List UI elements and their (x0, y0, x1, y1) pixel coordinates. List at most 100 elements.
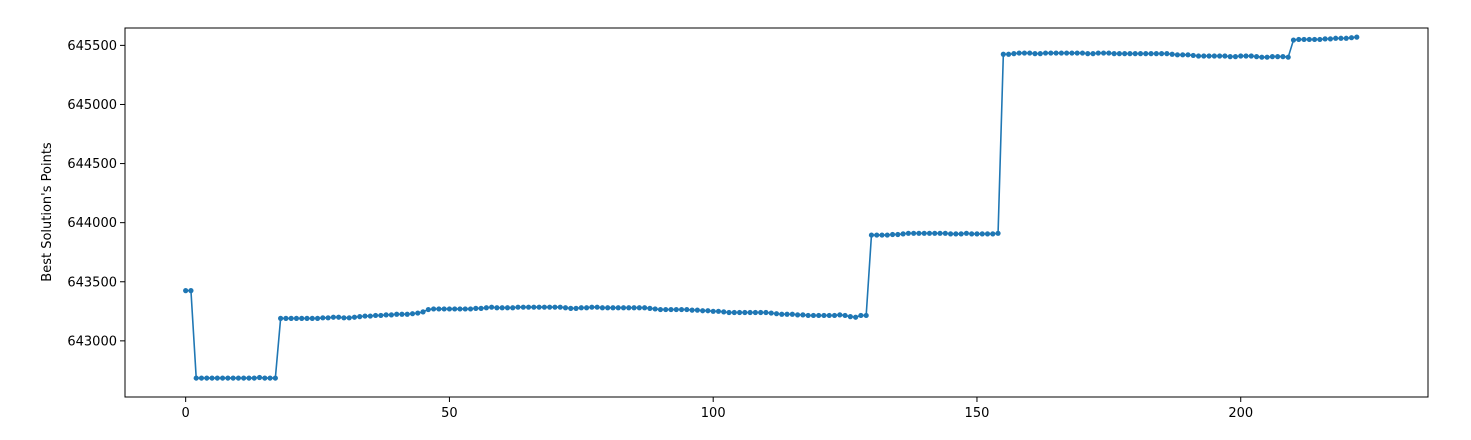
data-point (309, 315, 315, 321)
data-point (1338, 35, 1344, 41)
data-point (1095, 50, 1101, 56)
data-point (1238, 53, 1244, 59)
data-point (515, 304, 521, 310)
data-point (278, 315, 284, 321)
data-point (1317, 36, 1323, 43)
y-tick-label: 644000 (67, 216, 117, 231)
data-point (293, 315, 300, 321)
data-point (700, 308, 706, 314)
data-point (947, 231, 954, 237)
data-point (900, 231, 906, 237)
data-point (1032, 51, 1038, 57)
data-point (721, 309, 727, 315)
data-point (446, 306, 453, 312)
data-point (272, 375, 278, 381)
data-point (599, 305, 606, 311)
data-point (1106, 50, 1112, 56)
data-point (916, 230, 922, 236)
data-point (1333, 35, 1339, 41)
data-point (1185, 52, 1191, 58)
data-point (404, 311, 410, 317)
data-point (267, 375, 273, 381)
x-tick-label: 200 (1228, 406, 1253, 421)
data-point (394, 311, 400, 317)
data-point (874, 232, 880, 238)
data-point (1354, 34, 1360, 40)
data-point (489, 304, 495, 310)
data-point (1064, 50, 1070, 56)
data-point (1042, 50, 1049, 56)
data-point (663, 306, 669, 313)
data-point (805, 312, 811, 319)
data-point (1227, 54, 1233, 60)
data-point (889, 231, 896, 238)
data-point (235, 375, 242, 381)
data-point (262, 375, 268, 381)
data-point (478, 305, 484, 311)
data-point (283, 315, 289, 321)
data-point (1248, 53, 1254, 59)
data-point (1027, 50, 1033, 56)
data-point (979, 231, 985, 237)
data-point (969, 231, 975, 237)
data-point (578, 305, 584, 311)
data-point (837, 312, 843, 318)
data-point (610, 305, 616, 311)
y-tick-label: 643000 (67, 334, 117, 349)
data-point (362, 313, 368, 319)
data-point (868, 232, 875, 238)
data-point (1153, 51, 1159, 57)
data-point (473, 305, 479, 311)
data-point (1311, 36, 1318, 43)
data-point (330, 314, 336, 320)
data-point (657, 306, 664, 313)
data-point (905, 230, 911, 236)
data-point (1127, 51, 1133, 57)
data-point (1174, 52, 1181, 58)
data-point (810, 312, 817, 319)
x-axis-ticks: 0 50 100 150 200 (182, 397, 1253, 421)
x-tick-label: 150 (965, 406, 990, 421)
data-point (383, 312, 389, 318)
data-point (1159, 51, 1165, 57)
data-point (1222, 53, 1228, 59)
data-point (1111, 51, 1117, 57)
data-point (1264, 54, 1270, 60)
data-point (230, 375, 236, 381)
data-point (779, 311, 785, 317)
data-point (795, 312, 801, 318)
data-point (183, 288, 189, 294)
data-point (863, 312, 869, 319)
data-point (1301, 36, 1307, 43)
data-point (626, 305, 632, 311)
data-point (325, 315, 331, 321)
data-point (942, 230, 948, 236)
data-point (995, 230, 1001, 236)
data-point (1296, 36, 1302, 43)
data-point (726, 309, 732, 316)
data-point (441, 306, 447, 312)
data-point (853, 314, 859, 320)
data-point (1137, 51, 1144, 57)
data-point (462, 306, 468, 312)
data-point (188, 288, 194, 294)
data-point (346, 315, 352, 321)
data-point (668, 306, 674, 313)
data-point (1011, 51, 1017, 57)
data-point (742, 309, 748, 316)
data-point (520, 304, 526, 310)
data-point (198, 375, 205, 381)
data-point (1006, 51, 1012, 57)
data-point (457, 306, 463, 312)
data-point (615, 305, 621, 311)
data-point (1169, 51, 1175, 57)
data-point (1100, 50, 1107, 56)
data-point (1000, 51, 1006, 57)
plot-area (125, 28, 1428, 397)
data-point (958, 231, 964, 237)
data-point (1069, 50, 1075, 56)
data-point (246, 375, 252, 381)
data-point (932, 230, 938, 236)
data-point (647, 305, 653, 311)
data-point (557, 304, 563, 310)
